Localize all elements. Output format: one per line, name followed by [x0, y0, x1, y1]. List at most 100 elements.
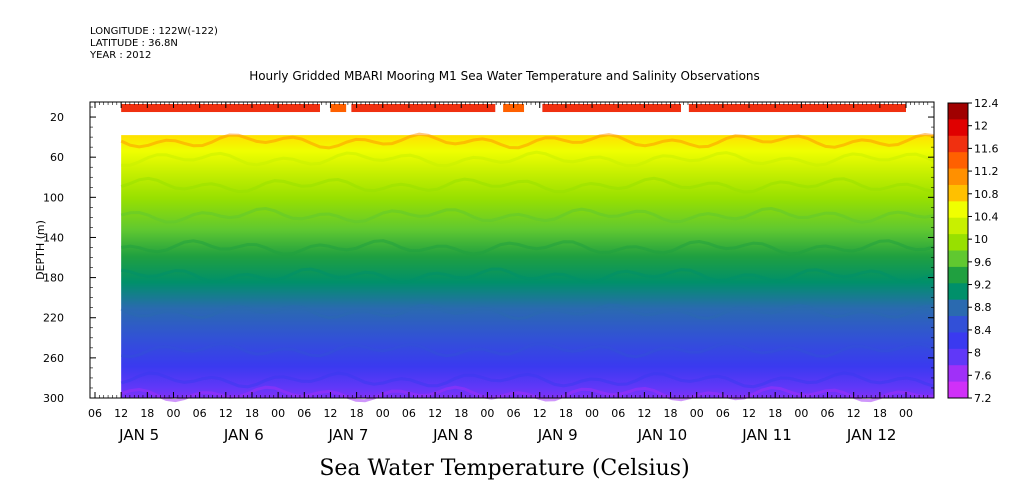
x-tick-label: 00 [166, 407, 180, 420]
contour-band [120, 206, 935, 224]
x-tick-label: 18 [664, 407, 678, 420]
x-tick-label: 12 [742, 407, 756, 420]
surface-strip [503, 104, 525, 113]
colorbar-cell [948, 217, 968, 235]
colorbar-cell [948, 152, 968, 170]
x-tick-label: 12 [533, 407, 547, 420]
colorbar-cell [948, 103, 968, 120]
colorbar-cell [948, 381, 968, 399]
colorbar-tick-label: 12.4 [974, 97, 999, 110]
latitude-label: LATITUDE : 36.8N [90, 38, 178, 49]
x-date-label: JAN 6 [223, 426, 264, 444]
surface-strip [351, 104, 496, 113]
colorbar-cell [948, 184, 968, 202]
colorbar-frame [947, 102, 969, 399]
x-tick-label: 18 [140, 407, 154, 420]
colorbar-cell [948, 365, 968, 383]
x-date-label: JAN 10 [637, 426, 688, 444]
y-tick-label: 60 [50, 151, 64, 164]
x-tick-label: 00 [376, 407, 390, 420]
colorbar-cell [948, 119, 968, 137]
y-tick-label: 300 [43, 392, 64, 405]
contour-band [120, 267, 935, 285]
colorbar-tick-label: 12 [974, 120, 988, 133]
y-axis-label: DEPTH (m) [34, 220, 47, 280]
colorbar-label: Sea Water Temperature (Celsius) [319, 456, 690, 481]
year-label: YEAR : 2012 [90, 50, 152, 61]
colorbar-tick-label: 11.2 [974, 165, 999, 178]
y-tick-label: 180 [43, 272, 64, 285]
colorbar-cell [948, 234, 968, 251]
contour-band [120, 341, 935, 359]
surface-strip [688, 104, 906, 113]
chart-title: Hourly Gridded MBARI Mooring M1 Sea Wate… [249, 69, 760, 83]
surface-strip [121, 104, 320, 113]
x-tick-label: 12 [637, 407, 651, 420]
x-tick-label: 00 [794, 407, 808, 420]
colorbar-tick-label: 10 [974, 233, 988, 246]
x-tick-label: 06 [821, 407, 835, 420]
x-tick-label: 00 [480, 407, 494, 420]
colorbar-cell [948, 201, 968, 219]
colorbar-tick-label: 9.2 [974, 279, 992, 292]
colorbar-cell [948, 348, 968, 366]
x-date-label: JAN 9 [537, 426, 578, 444]
x-tick-label: 00 [271, 407, 285, 420]
colorbar-tick-label: 11.6 [974, 142, 999, 155]
x-tick-label: 18 [245, 407, 259, 420]
y-tick-label: 20 [50, 111, 64, 124]
colorbar-cell [948, 332, 968, 350]
x-tick-label: 00 [899, 407, 913, 420]
colorbar-tick-label: 8.8 [974, 301, 992, 314]
colorbar-cell [948, 316, 968, 333]
colorbar-cell [948, 283, 968, 301]
x-tick-label: 06 [193, 407, 207, 420]
colorbar-cell [948, 250, 968, 268]
x-tick-label: 06 [716, 407, 730, 420]
x-tick-label: 06 [297, 407, 311, 420]
colorbar-tick-label: 10.8 [974, 188, 999, 201]
x-tick-label: 18 [350, 407, 364, 420]
temperature-field [121, 135, 934, 398]
x-date-label: JAN 12 [846, 426, 897, 444]
y-tick-label: 140 [43, 231, 64, 244]
x-tick-label: 18 [873, 407, 887, 420]
y-tick-label: 260 [43, 352, 64, 365]
x-tick-label: 12 [114, 407, 128, 420]
colorbar-cell [948, 135, 968, 153]
colorbar-tick-label: 8 [974, 347, 981, 360]
longitude-label: LONGITUDE : 122W(-122) [90, 26, 218, 37]
plot-frame [89, 101, 935, 399]
colorbar-cell [948, 299, 968, 317]
contour-band [120, 371, 935, 389]
contour-band [120, 385, 935, 403]
colorbar-tick-label: 8.4 [974, 324, 992, 337]
x-tick-label: 18 [768, 407, 782, 420]
colorbar-cell [948, 168, 968, 186]
contour-band [120, 303, 935, 321]
x-tick-label: 12 [428, 407, 442, 420]
surface-strip [542, 104, 682, 113]
colorbar-tick-label: 9.6 [974, 256, 992, 269]
contour-band [121, 150, 935, 168]
x-tick-label: 06 [88, 407, 102, 420]
x-tick-label: 06 [507, 407, 521, 420]
x-tick-label: 12 [219, 407, 233, 420]
x-tick-label: 18 [454, 407, 468, 420]
colorbar-tick-label: 10.4 [974, 210, 999, 223]
x-tick-label: 06 [611, 407, 625, 420]
contour-band [120, 132, 935, 150]
contour-band [120, 176, 935, 194]
colorbar-tick-label: 7.6 [974, 369, 992, 382]
contour-band [121, 239, 935, 256]
x-date-label: JAN 8 [432, 426, 473, 444]
x-tick-label: 12 [847, 407, 861, 420]
surface-strip [330, 104, 347, 113]
x-tick-label: 18 [559, 407, 573, 420]
colorbar-tick-label: 7.2 [974, 392, 992, 405]
y-tick-label: 220 [43, 312, 64, 325]
x-date-label: JAN 5 [118, 426, 159, 444]
x-tick-label: 12 [323, 407, 337, 420]
x-tick-label: 00 [690, 407, 704, 420]
